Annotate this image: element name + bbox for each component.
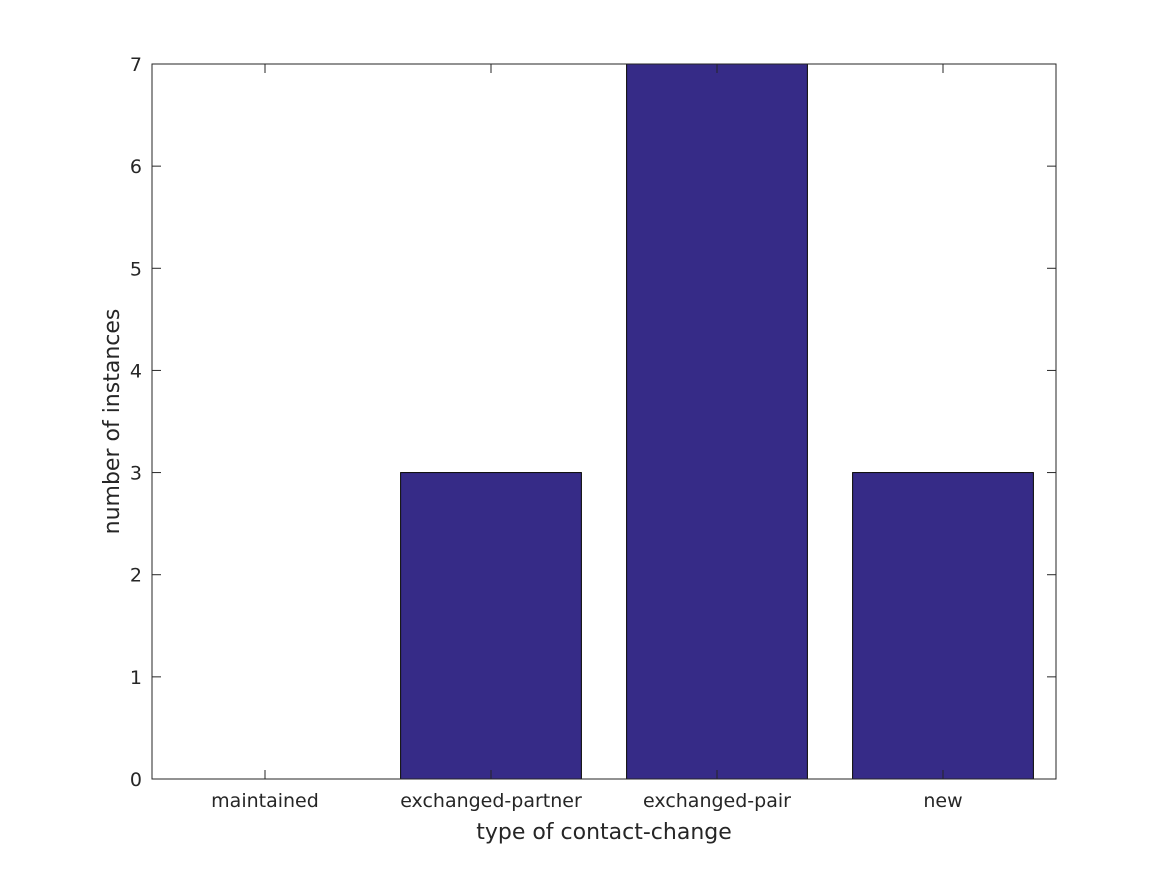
y-tick-label: 3 — [130, 463, 142, 485]
bar-new — [852, 472, 1034, 780]
x-axis-title: type of contact-change — [476, 820, 732, 845]
y-tick-label: 4 — [130, 360, 142, 382]
bars-group — [400, 63, 1034, 780]
bar-exchanged-partner — [400, 472, 582, 780]
y-tick-label: 0 — [130, 769, 142, 791]
y-ticks-group: 0 1 2 3 4 5 6 7 — [130, 54, 1056, 791]
y-tick-label: 6 — [130, 156, 142, 178]
x-category-label: exchanged-pair — [643, 790, 791, 812]
x-category-label: new — [923, 790, 962, 812]
plot-frame — [151, 63, 1057, 780]
x-category-label: maintained — [211, 790, 319, 812]
bar-exchanged-pair — [626, 63, 808, 780]
y-tick-label: 7 — [130, 54, 142, 76]
y-tick-label: 5 — [130, 258, 142, 280]
y-tick-label: 2 — [130, 565, 142, 587]
x-ticks-group: maintained exchanged-partner exchanged-pai… — [211, 64, 963, 812]
x-category-label: exchanged-partner — [400, 790, 582, 812]
y-tick-label: 1 — [130, 667, 142, 689]
y-axis-title: number of instances — [100, 309, 125, 535]
